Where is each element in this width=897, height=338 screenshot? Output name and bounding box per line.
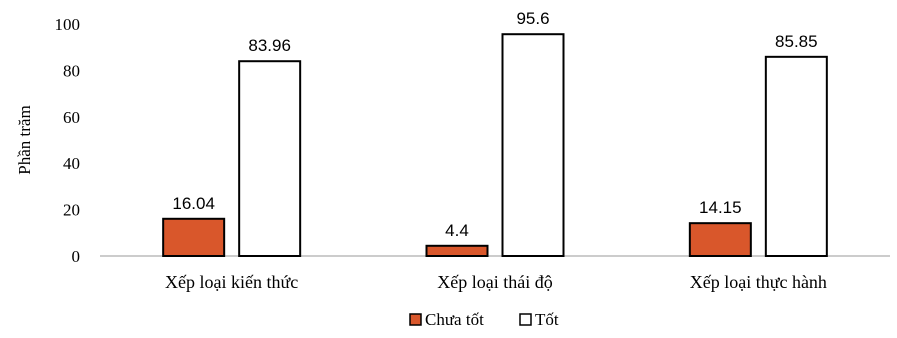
y-tick-label: 80 (63, 61, 80, 80)
y-axis-ticks: 0 20 40 60 80 100 (55, 15, 81, 266)
legend-swatch (409, 313, 422, 326)
legend-swatch (519, 313, 532, 326)
legend-label: Chưa tốt (425, 310, 484, 329)
data-label: 85.85 (775, 32, 818, 51)
y-tick-label: 60 (63, 108, 80, 127)
category-labels: Xếp loại kiến thức Xếp loại thái độ Xếp lo… (165, 272, 827, 292)
bar (162, 217, 226, 257)
data-label: 14.15 (699, 198, 742, 217)
y-tick-label: 20 (63, 201, 80, 220)
bar (501, 33, 565, 258)
x-tick-label: Xếp loại kiến thức (165, 272, 298, 292)
bars (162, 33, 828, 258)
legend: Chưa tốt Tốt (409, 310, 559, 329)
bar (238, 60, 302, 257)
x-tick-label: Xếp loại thực hành (690, 272, 827, 292)
data-label: 16.04 (172, 194, 215, 213)
y-tick-label: 100 (55, 15, 81, 34)
bar (764, 55, 828, 257)
legend-label: Tốt (535, 310, 559, 329)
data-label: 4.4 (445, 221, 469, 240)
x-tick-label: Xếp loại thái độ (437, 272, 552, 292)
data-label: 95.6 (516, 9, 549, 28)
y-tick-label: 40 (63, 154, 80, 173)
bar (425, 244, 489, 258)
y-tick-label: 0 (72, 247, 81, 266)
y-axis-label: Phần trăm (15, 105, 34, 174)
bar (688, 222, 752, 257)
data-labels: 16.04 83.96 4.4 95.6 14.15 85.85 (172, 9, 817, 240)
data-label: 83.96 (248, 36, 291, 55)
